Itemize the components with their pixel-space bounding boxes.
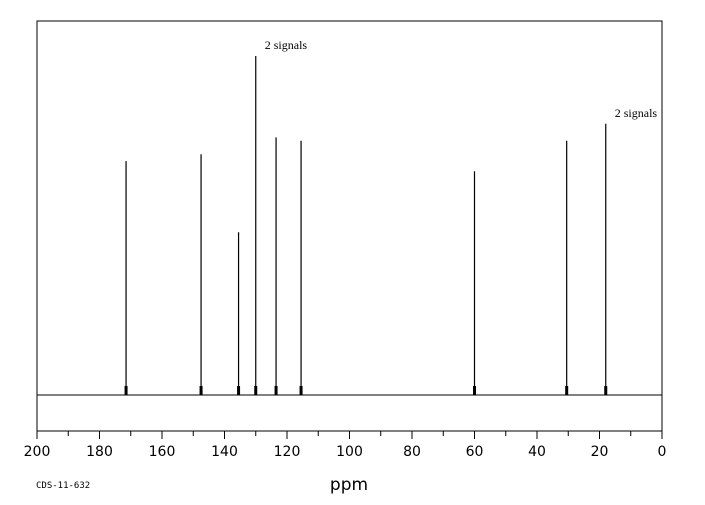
x-axis-title: ppm [330,475,368,495]
peak [299,140,303,395]
x-tick-label: 180 [86,444,113,460]
x-tick-label: 0 [658,444,667,460]
peak [604,123,608,395]
peak-annotations: 2 signals 2 signals [265,38,658,120]
peak [473,171,476,395]
peak [565,140,569,395]
peak-foot [473,386,476,395]
x-tick-label: 160 [149,444,176,460]
peak [274,137,278,395]
x-tick-label: 20 [591,444,609,460]
peak-foot [237,386,241,395]
x-tick-label: 120 [274,444,301,460]
peak-foot [254,386,258,395]
peak [199,154,203,395]
x-tick-label: 100 [336,444,363,460]
peak-annotation: 2 signals [265,38,308,52]
peak-foot [124,386,128,395]
x-tick-label: 80 [403,444,421,460]
x-tick-label: 140 [211,444,238,460]
x-axis-tick-labels: 200 180 160 140 120 100 80 60 40 20 0 [24,444,667,460]
peak-foot [274,386,278,395]
peak-annotation: 2 signals [615,106,658,120]
peak-foot [199,386,203,395]
peak-series [124,56,608,395]
x-axis-ticks [36,431,663,439]
x-tick-label: 60 [466,444,484,460]
peak [237,232,241,395]
x-tick-label: 40 [528,444,546,460]
plot-frame [36,20,663,432]
peak-foot [299,386,303,395]
peak-foot [565,386,569,395]
peak [124,161,128,395]
spectrum-code-label: CDS-11-632 [36,481,90,491]
peak [254,56,258,395]
x-tick-label: 200 [24,444,51,460]
peak-foot [604,386,608,395]
